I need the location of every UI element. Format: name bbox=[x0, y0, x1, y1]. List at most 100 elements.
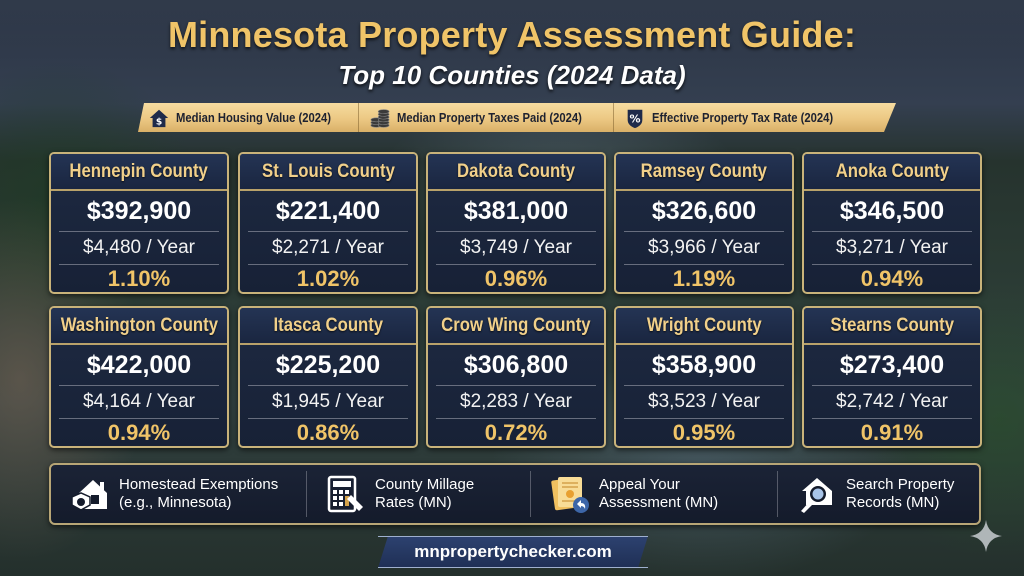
divider bbox=[59, 385, 219, 386]
svg-text:$: $ bbox=[156, 116, 162, 127]
median-housing-value: $326,600 bbox=[651, 196, 757, 225]
link-label-line1: Search Property bbox=[846, 476, 955, 493]
county-name: Hennepin County bbox=[69, 160, 209, 182]
median-taxes-paid: $3,523 / Year bbox=[648, 391, 760, 412]
link-label-line1: County Millage bbox=[375, 476, 475, 493]
divider bbox=[624, 264, 784, 265]
county-name: Itasca County bbox=[273, 314, 383, 336]
effective-tax-rate: 1.02% bbox=[296, 266, 360, 291]
divider bbox=[436, 231, 596, 232]
county-name: Wright County bbox=[646, 314, 762, 336]
website-link[interactable]: mnpropertychecker.com bbox=[378, 536, 648, 568]
website-url: mnpropertychecker.com bbox=[414, 542, 612, 561]
house-shield-icon bbox=[71, 480, 107, 511]
effective-tax-rate: 0.91% bbox=[860, 420, 924, 445]
link-label-line2: (e.g., Minnesota) bbox=[119, 494, 232, 511]
divider bbox=[248, 385, 408, 386]
legend-label: Effective Property Tax Rate (2024) bbox=[651, 110, 833, 125]
svg-text:%: % bbox=[629, 112, 640, 125]
link-label-line1: Homestead Exemptions bbox=[119, 476, 279, 493]
county-name: Ramsey County bbox=[640, 160, 768, 182]
median-taxes-paid: $4,480 / Year bbox=[83, 237, 195, 258]
county-name: Stearns County bbox=[830, 314, 954, 336]
divider bbox=[436, 385, 596, 386]
effective-tax-rate: 0.94% bbox=[860, 266, 924, 291]
county-card-anoka: Anoka County $346,500 $3,271 / Year 0.94… bbox=[802, 152, 982, 294]
effective-tax-rate: 0.72% bbox=[484, 420, 548, 445]
legend-label: Median Property Taxes Paid (2024) bbox=[397, 110, 583, 125]
county-name: Anoka County bbox=[835, 160, 949, 182]
link-homestead-exemptions[interactable]: Homestead Exemptions (e.g., Minnesota) bbox=[51, 471, 306, 517]
divider bbox=[248, 231, 408, 232]
median-taxes-paid: $1,945 / Year bbox=[272, 391, 384, 412]
median-taxes-paid: $2,283 / Year bbox=[460, 391, 572, 412]
link-county-millage-rates[interactable]: County Millage Rates (MN) bbox=[306, 471, 530, 517]
background-scenery bbox=[0, 0, 1024, 70]
effective-tax-rate: 0.96% bbox=[484, 266, 548, 291]
link-appeal-assessment[interactable]: Appeal Your Assessment (MN) bbox=[530, 471, 777, 517]
county-name: Crow Wing County bbox=[441, 314, 591, 336]
legend-item-taxes-paid: Median Property Taxes Paid (2024) bbox=[358, 103, 612, 132]
median-taxes-paid: $4,164 / Year bbox=[83, 391, 195, 412]
median-housing-value: $381,000 bbox=[463, 196, 569, 225]
median-housing-value: $422,000 bbox=[86, 350, 192, 379]
median-taxes-paid: $3,966 / Year bbox=[648, 237, 760, 258]
resource-links-bar: Homestead Exemptions (e.g., Minnesota) C… bbox=[49, 463, 981, 525]
legend-label: Median Housing Value (2024) bbox=[176, 110, 332, 125]
median-housing-value: $392,900 bbox=[86, 196, 192, 225]
divider bbox=[436, 264, 596, 265]
page-title: Minnesota Property Assessment Guide: bbox=[167, 14, 857, 55]
link-label-line2: Rates (MN) bbox=[375, 494, 452, 511]
county-card-itasca: Itasca County $225,200 $1,945 / Year 0.8… bbox=[238, 306, 418, 448]
divider bbox=[248, 264, 408, 265]
divider bbox=[812, 385, 972, 386]
county-name: St. Louis County bbox=[261, 160, 395, 182]
divider bbox=[812, 264, 972, 265]
link-search-property-records[interactable]: Search Property Records (MN) bbox=[777, 471, 979, 517]
county-name: Washington County bbox=[60, 314, 218, 336]
median-housing-value: $346,500 bbox=[839, 196, 945, 225]
county-card-hennepin: Hennepin County $392,900 $4,480 / Year 1… bbox=[49, 152, 229, 294]
county-card-st-louis: St. Louis County $221,400 $2,271 / Year … bbox=[238, 152, 418, 294]
effective-tax-rate: 0.94% bbox=[107, 420, 171, 445]
effective-tax-rate: 1.10% bbox=[107, 266, 171, 291]
median-taxes-paid: $2,742 / Year bbox=[836, 391, 948, 412]
median-taxes-paid: $3,271 / Year bbox=[836, 237, 948, 258]
county-card-stearns: Stearns County $273,400 $2,742 / Year 0.… bbox=[802, 306, 982, 448]
county-card-crow-wing: Crow Wing County $306,800 $2,283 / Year … bbox=[426, 306, 606, 448]
legend-item-housing-value: $ Median Housing Value (2024) bbox=[138, 103, 358, 132]
divider bbox=[812, 418, 972, 419]
divider bbox=[812, 231, 972, 232]
effective-tax-rate: 0.86% bbox=[296, 420, 360, 445]
median-housing-value: $225,200 bbox=[275, 350, 381, 379]
page-subtitle: Top 10 Counties (2024 Data) bbox=[338, 60, 686, 90]
legend-bar: $ Median Housing Value (2024) Median Pro… bbox=[138, 103, 896, 132]
divider bbox=[436, 418, 596, 419]
divider bbox=[59, 418, 219, 419]
sparkle-icon bbox=[970, 520, 1002, 552]
house-dollar-icon: $ bbox=[148, 107, 170, 129]
house-search-icon bbox=[801, 478, 832, 513]
median-taxes-paid: $2,271 / Year bbox=[272, 237, 384, 258]
link-label-line2: Assessment (MN) bbox=[599, 494, 719, 511]
divider bbox=[624, 418, 784, 419]
median-taxes-paid: $3,749 / Year bbox=[460, 237, 572, 258]
median-housing-value: $221,400 bbox=[275, 196, 381, 225]
median-housing-value: $306,800 bbox=[463, 350, 569, 379]
link-label-line1: Appeal Your bbox=[599, 476, 680, 493]
coin-stack-icon bbox=[369, 107, 391, 129]
effective-tax-rate: 0.95% bbox=[672, 420, 736, 445]
legend-item-tax-rate: % Effective Property Tax Rate (2024) bbox=[613, 103, 863, 132]
county-card-ramsey: Ramsey County $326,600 $3,966 / Year 1.1… bbox=[614, 152, 794, 294]
county-card-wright: Wright County $358,900 $3,523 / Year 0.9… bbox=[614, 306, 794, 448]
median-housing-value: $358,900 bbox=[651, 350, 757, 379]
county-card-washington: Washington County $422,000 $4,164 / Year… bbox=[49, 306, 229, 448]
link-label-line2: Records (MN) bbox=[846, 494, 940, 511]
divider bbox=[59, 231, 219, 232]
county-name: Dakota County bbox=[456, 160, 575, 182]
divider bbox=[248, 418, 408, 419]
effective-tax-rate: 1.19% bbox=[672, 266, 736, 291]
document-appeal-icon bbox=[551, 477, 589, 513]
calculator-icon bbox=[327, 475, 363, 513]
divider bbox=[624, 385, 784, 386]
